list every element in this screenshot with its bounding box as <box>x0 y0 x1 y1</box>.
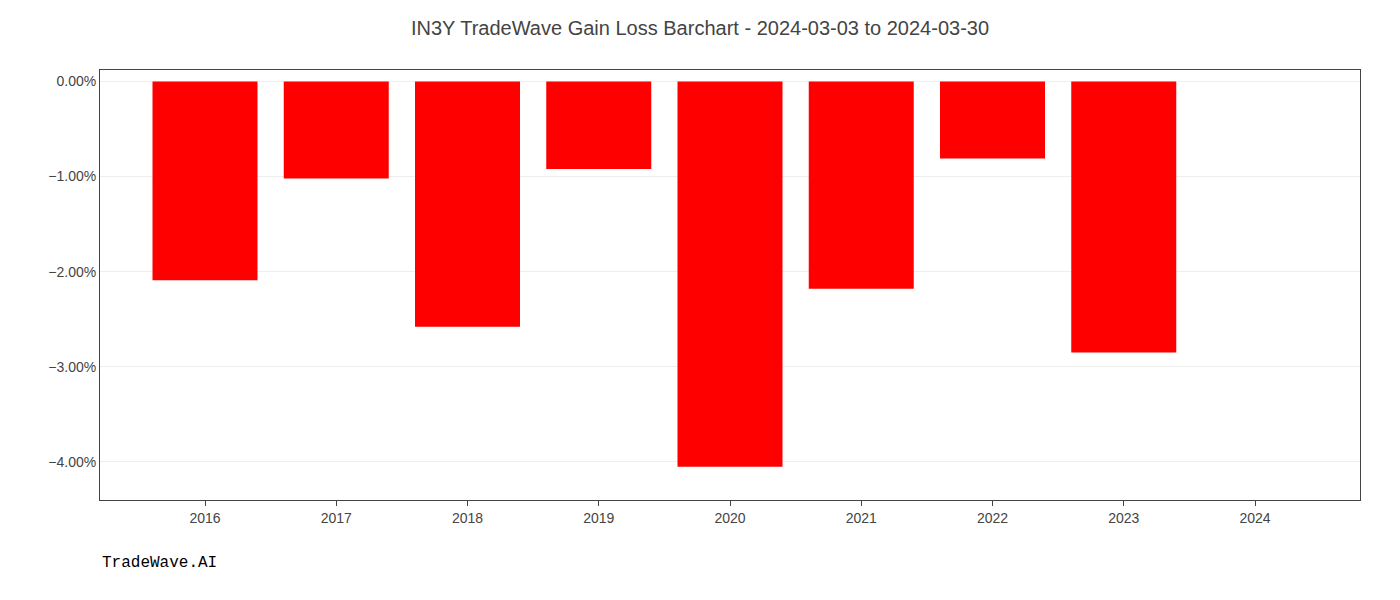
svg-text:2018: 2018 <box>452 510 483 526</box>
svg-text:2021: 2021 <box>846 510 877 526</box>
svg-text:−1.00%: −1.00% <box>48 168 96 184</box>
svg-text:−3.00%: −3.00% <box>48 359 96 375</box>
svg-text:2019: 2019 <box>583 510 614 526</box>
svg-text:2024: 2024 <box>1239 510 1270 526</box>
svg-text:IN3Y TradeWave Gain Loss Barch: IN3Y TradeWave Gain Loss Barchart - 2024… <box>411 17 989 39</box>
svg-text:TradeWave.AI: TradeWave.AI <box>102 554 217 572</box>
svg-text:2023: 2023 <box>1108 510 1139 526</box>
svg-text:2022: 2022 <box>977 510 1008 526</box>
svg-text:2020: 2020 <box>714 510 745 526</box>
svg-text:2017: 2017 <box>321 510 352 526</box>
svg-text:−4.00%: −4.00% <box>48 454 96 470</box>
svg-text:0.00%: 0.00% <box>56 73 96 89</box>
svg-text:2016: 2016 <box>189 510 220 526</box>
svg-text:−2.00%: −2.00% <box>48 264 96 280</box>
